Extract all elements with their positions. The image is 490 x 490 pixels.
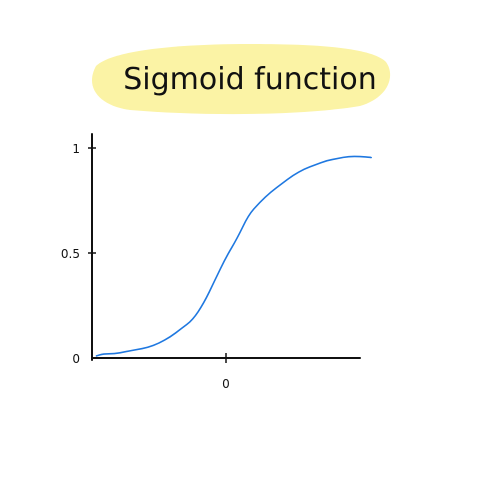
y-tick-label: 1 [72,142,80,156]
sigmoid-curve [95,155,372,357]
title-highlight [91,44,391,115]
y-tick-label: 0.5 [61,247,80,261]
series-layer [95,155,372,357]
x-tick-label: 0 [222,377,230,391]
axis-ticks: 0 0.5 1 0 [61,142,230,391]
chart-title: Sigmoid function [123,62,376,97]
y-tick-label: 0 [72,352,80,366]
axes [91,133,361,361]
